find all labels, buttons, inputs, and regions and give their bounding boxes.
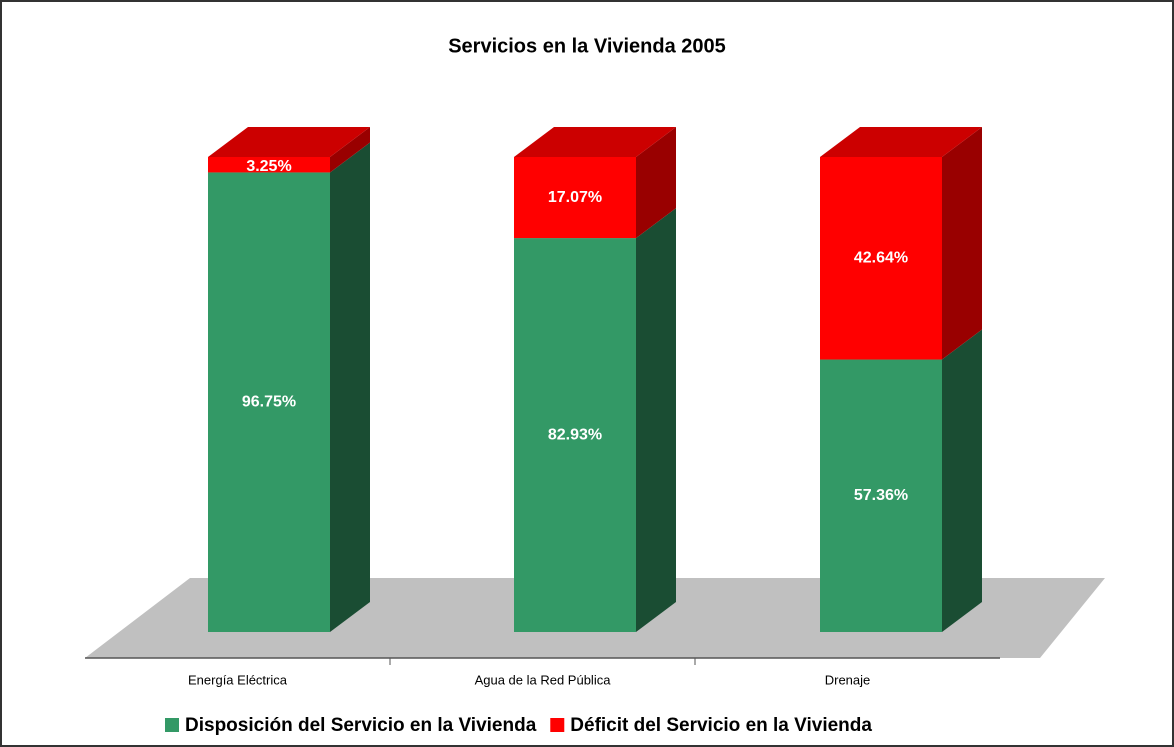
bar-side xyxy=(942,329,982,632)
bar-side xyxy=(330,142,370,632)
data-label: 82.93% xyxy=(548,426,602,443)
bar-top xyxy=(208,127,370,157)
data-label: 3.25% xyxy=(246,158,291,175)
bar-side xyxy=(636,127,676,239)
bar xyxy=(514,238,636,632)
legend-swatch xyxy=(550,718,565,732)
data-label: 96.75% xyxy=(242,393,296,410)
x-tick-label: Energía Eléctrica xyxy=(188,672,288,687)
bar xyxy=(208,172,330,632)
bar-side xyxy=(636,208,676,632)
bar xyxy=(208,157,330,173)
data-label: 42.64% xyxy=(854,249,908,266)
chart-title: Servicios en la Vivienda 2005 xyxy=(448,35,726,57)
legend-label: Disposición del Servicio en la Vivienda xyxy=(185,715,537,736)
bar xyxy=(514,157,636,239)
bar-side xyxy=(942,127,982,360)
bar-top xyxy=(820,127,982,157)
bar-top xyxy=(514,127,676,157)
x-tick-label: Agua de la Red Pública xyxy=(475,672,612,687)
bar xyxy=(820,157,942,360)
legend-swatch xyxy=(165,718,179,732)
bar-side xyxy=(330,127,370,173)
bar xyxy=(820,359,942,632)
data-label: 57.36% xyxy=(854,487,908,504)
data-label: 17.07% xyxy=(548,189,602,206)
legend-label: Déficit del Servicio en la Vivienda xyxy=(570,715,872,736)
x-tick-label: Drenaje xyxy=(825,672,871,687)
